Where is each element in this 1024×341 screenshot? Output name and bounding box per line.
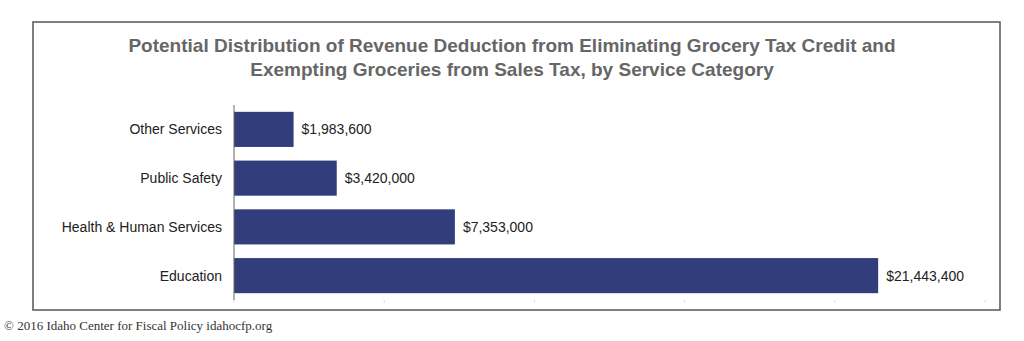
category-label: Other Services (129, 121, 222, 137)
category-label: Education (160, 268, 222, 284)
category-label: Health & Human Services (62, 219, 222, 235)
x-tick (534, 300, 535, 303)
y-axis (234, 105, 235, 300)
frame (33, 22, 1000, 310)
bars (234, 112, 878, 293)
chart: Potential Distribution of Revenue Deduct… (0, 0, 1024, 341)
data-label: $1,983,600 (302, 121, 372, 137)
data-label: $7,353,000 (463, 219, 533, 235)
category-label: Public Safety (140, 170, 222, 186)
data-label: $3,420,000 (345, 170, 415, 186)
x-tick (384, 300, 385, 303)
x-tick (834, 300, 835, 303)
bar (234, 209, 455, 244)
x-tick (684, 300, 685, 303)
bar (234, 161, 337, 196)
x-tick (985, 300, 986, 303)
source: © 2016 Idaho Center for Fiscal Policy id… (4, 318, 273, 333)
data-label: $21,443,400 (886, 268, 964, 284)
x-tick (234, 300, 235, 303)
bar (234, 258, 878, 293)
bar (234, 112, 294, 147)
title: Potential Distribution of Revenue Deduct… (128, 35, 895, 80)
title-line: Exempting Groceries from Sales Tax, by S… (250, 59, 774, 80)
title-line: Potential Distribution of Revenue Deduct… (128, 35, 895, 56)
